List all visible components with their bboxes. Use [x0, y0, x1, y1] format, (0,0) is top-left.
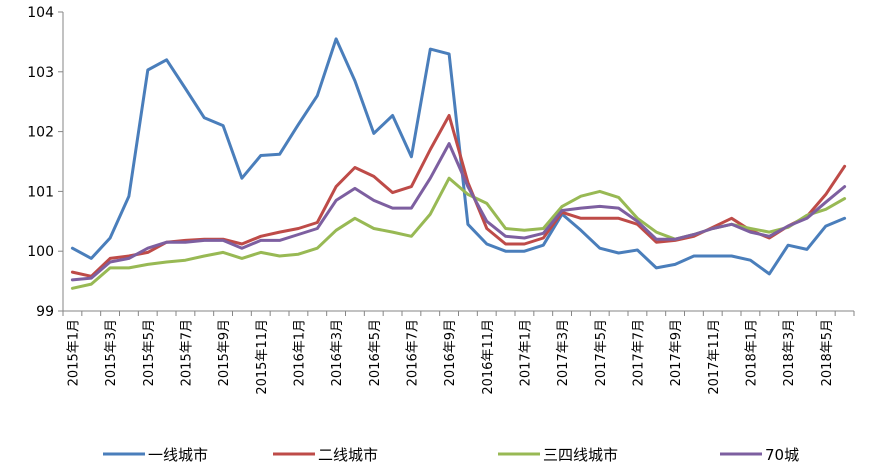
x-tick-label: 2015年7月	[179, 319, 194, 386]
x-tick-label: 2018年5月	[820, 319, 835, 386]
x-tick-label: 2016年11月	[481, 319, 496, 395]
x-tick-label: 2016年3月	[330, 319, 345, 386]
y-tick-label: 104	[27, 5, 54, 21]
x-tick-label: 2016年7月	[405, 319, 420, 386]
x-tick-label: 2015年11月	[255, 319, 270, 395]
x-tick-label: 2017年1月	[518, 319, 533, 386]
x-tick-label: 2018年1月	[744, 319, 759, 386]
x-tick-label: 2017年3月	[556, 319, 571, 386]
x-tick-label: 2015年5月	[142, 319, 157, 386]
legend-label: 三四线城市	[543, 446, 618, 464]
legend-label: 一线城市	[148, 446, 208, 464]
x-tick-label: 2018年3月	[782, 319, 797, 386]
x-tick-label: 2016年9月	[443, 319, 458, 386]
x-tick-label: 2016年5月	[368, 319, 383, 386]
legend-label: 70城	[765, 446, 799, 464]
series-line-2	[70, 176, 847, 290]
y-tick-label: 101	[27, 184, 54, 200]
x-tick-label: 2017年11月	[707, 319, 722, 395]
x-tick-label: 2017年9月	[669, 319, 684, 386]
series-line-0	[70, 37, 847, 276]
x-tick-label: 2017年7月	[631, 319, 646, 386]
x-tick-label: 2017年5月	[594, 319, 609, 386]
legend-label: 二线城市	[318, 446, 378, 464]
y-tick-label: 103	[27, 65, 54, 81]
y-tick-label: 99	[36, 304, 54, 320]
series-line-3	[70, 142, 847, 282]
x-tick-label: 2015年1月	[66, 319, 81, 386]
y-tick-label: 100	[27, 244, 54, 260]
x-tick-label: 2015年3月	[104, 319, 119, 386]
x-tick-label: 2015年9月	[217, 319, 232, 386]
x-tick-label: 2016年1月	[292, 319, 307, 386]
y-tick-label: 102	[27, 125, 54, 141]
